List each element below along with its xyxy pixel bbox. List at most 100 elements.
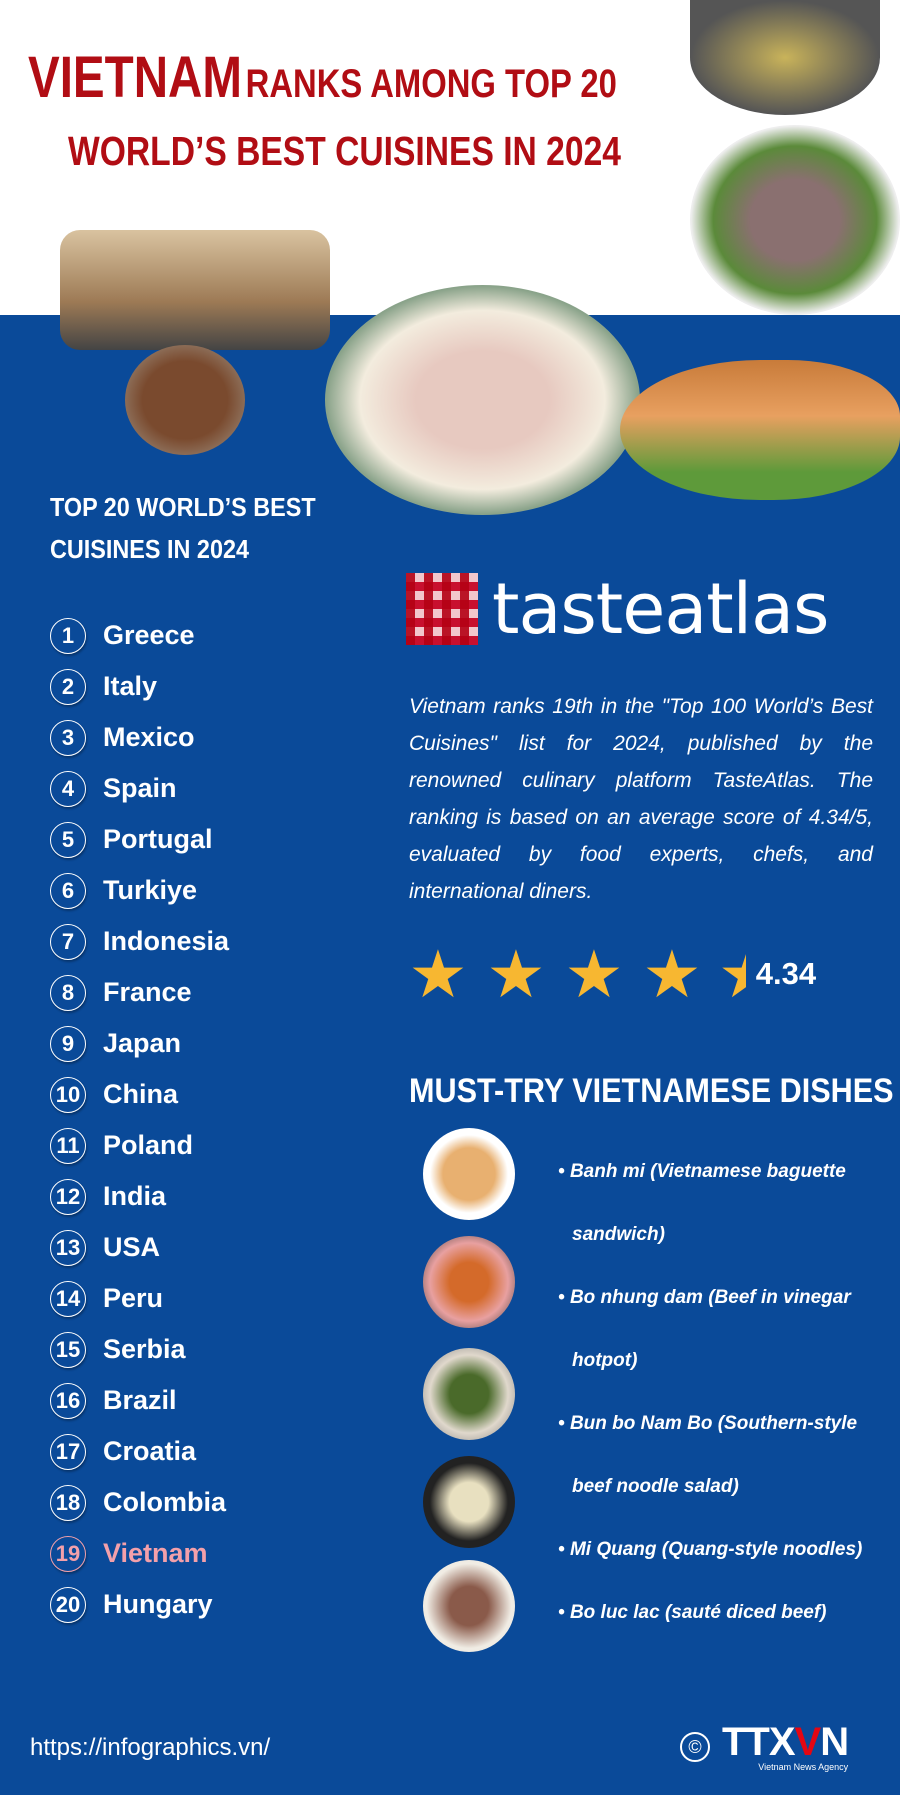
rank-badge: 15 <box>50 1331 86 1368</box>
dish-name: Bo nhung dam (Beef in vinegar hotpot) <box>569 1287 851 1371</box>
pho-bowl-image <box>690 125 900 315</box>
title-highlight: VIETNAM <box>28 45 243 110</box>
ranking-list: 1 Greece 2 Italy 3 Mexico 4 Spain 5 Portugal 6 Turk… <box>50 610 229 1630</box>
country-name: Croatia <box>103 1436 197 1466</box>
country-name: China <box>103 1079 179 1109</box>
star-icon: ★ <box>718 942 746 1006</box>
rank-badge: 5 <box>50 821 86 858</box>
egg-coffee-image <box>125 345 245 455</box>
dish-item: • Bo luc lac (sauté diced beef) <box>558 1602 827 1623</box>
rank-badge: 20 <box>50 1586 86 1623</box>
country-name: Greece <box>103 620 195 650</box>
rank-badge: 18 <box>50 1484 86 1521</box>
rank-badge: 2 <box>50 668 86 705</box>
country-name: Hungary <box>103 1589 213 1619</box>
ranking-item: 14 Peru <box>50 1273 229 1324</box>
rank-badge: 11 <box>50 1127 86 1164</box>
spring-rolls-image <box>60 230 330 350</box>
rank-badge: 1 <box>50 617 86 654</box>
ranking-item: 2 Italy <box>50 661 229 712</box>
pho-image <box>325 285 640 515</box>
rank-badge: 6 <box>50 872 86 909</box>
ranking-item: 20 Hungary <box>50 1579 229 1630</box>
ranking-item: 11 Poland <box>50 1120 229 1171</box>
rank-badge: 7 <box>50 923 86 960</box>
rank-badge: 10 <box>50 1076 86 1113</box>
dishes-list: • Banh mi (Vietnamese baguette sandwich)… <box>558 1140 888 1644</box>
star-icon: ★ <box>408 937 468 1011</box>
ranking-heading-line2: CUISINES IN 2024 <box>50 534 249 564</box>
agency-name: Vietnam News Agency <box>758 1762 849 1772</box>
country-name: Colombia <box>103 1487 227 1517</box>
rank-badge: 4 <box>50 770 86 807</box>
ttxvn-logo: © TTXVN Vietnam News Agency <box>680 1720 849 1772</box>
rank-badge: 16 <box>50 1382 86 1419</box>
ranking-item: 12 India <box>50 1171 229 1222</box>
country-name: Turkiye <box>103 875 198 905</box>
ranking-item: 4 Spain <box>50 763 229 814</box>
rank-badge: 8 <box>50 974 86 1011</box>
star-icon: ★ <box>486 937 546 1011</box>
ranking-item: 10 China <box>50 1069 229 1120</box>
ranking-item: 13 USA <box>50 1222 229 1273</box>
country-name: Mexico <box>103 722 195 752</box>
title-line-2: WORLD’S BEST CUISINES IN 2024 <box>68 128 621 174</box>
ranking-item: 6 Turkiye <box>50 865 229 916</box>
copyright-icon: © <box>680 1732 710 1762</box>
source-link[interactable]: https://infographics.vn/ <box>30 1734 271 1761</box>
rank-badge: 9 <box>50 1025 86 1062</box>
dish-item: • Banh mi (Vietnamese baguette sandwich) <box>558 1161 846 1245</box>
dish-item: • Mi Quang (Quang-style noodles) <box>558 1539 863 1560</box>
ranking-heading: TOP 20 WORLD’S BEST CUISINES IN 2024 <box>50 486 316 570</box>
country-name: Serbia <box>103 1334 186 1364</box>
ranking-item: 18 Colombia <box>50 1477 229 1528</box>
ranking-item: 1 Greece <box>50 610 229 661</box>
ranking-item: 19 Vietnam <box>50 1528 229 1579</box>
rating-score: 4.34 <box>755 956 817 991</box>
logo-text: tasteatlas <box>492 568 829 650</box>
ladle-image <box>690 0 880 115</box>
dish-name: Bo luc lac (sauté diced beef) <box>569 1602 827 1623</box>
ranking-item: 15 Serbia <box>50 1324 229 1375</box>
tasteatlas-logo: tasteatlas <box>406 568 829 650</box>
ranking-item: 9 Japan <box>50 1018 229 1069</box>
ranking-heading-line1: TOP 20 WORLD’S BEST <box>50 492 316 522</box>
description: Vietnam ranks 19th in the "Top 100 World… <box>409 695 873 903</box>
country-name: France <box>103 977 192 1007</box>
rank-badge: 14 <box>50 1280 86 1317</box>
bo-luc-lac-thumbnail <box>423 1560 515 1652</box>
banh-mi-image <box>620 360 900 500</box>
dish-item: • Bun bo Nam Bo (Southern-style beef noo… <box>558 1413 858 1497</box>
star-icon: ★ <box>642 937 702 1011</box>
star-rating: ★★★★★4.34 <box>406 942 816 1006</box>
country-name: Indonesia <box>103 926 230 956</box>
ranking-item: 17 Croatia <box>50 1426 229 1477</box>
country-name: Portugal <box>103 824 213 854</box>
checkered-icon <box>406 573 478 645</box>
country-name: Brazil <box>103 1385 177 1415</box>
country-name: Spain <box>103 773 177 803</box>
rank-badge: 19 <box>50 1535 86 1572</box>
brand-name: TTXVN <box>722 1720 849 1764</box>
title-line-1: VIETNAM RANKS AMONG TOP 20 <box>28 44 617 111</box>
ranking-item: 16 Brazil <box>50 1375 229 1426</box>
rank-badge: 17 <box>50 1433 86 1470</box>
ranking-item: 3 Mexico <box>50 712 229 763</box>
bun-bo-thumbnail <box>423 1348 515 1440</box>
ranking-item: 8 France <box>50 967 229 1018</box>
rank-badge: 12 <box>50 1178 86 1215</box>
hotpot-thumbnail <box>423 1236 515 1328</box>
rank-badge: 3 <box>50 719 86 756</box>
mi-quang-thumbnail <box>423 1456 515 1548</box>
star-icon: ★ <box>564 937 624 1011</box>
country-name: USA <box>103 1232 161 1262</box>
country-name: Peru <box>103 1283 164 1313</box>
country-name: Poland <box>103 1130 194 1160</box>
country-name: India <box>103 1181 167 1211</box>
dish-name: Banh mi (Vietnamese baguette sandwich) <box>569 1161 846 1245</box>
banh-mi-thumbnail <box>423 1128 515 1220</box>
ranking-item: 7 Indonesia <box>50 916 229 967</box>
country-name: Italy <box>103 671 158 701</box>
dishes-heading: MUST-TRY VIETNAMESE DISHES <box>409 1072 894 1110</box>
country-name: Japan <box>103 1028 182 1058</box>
